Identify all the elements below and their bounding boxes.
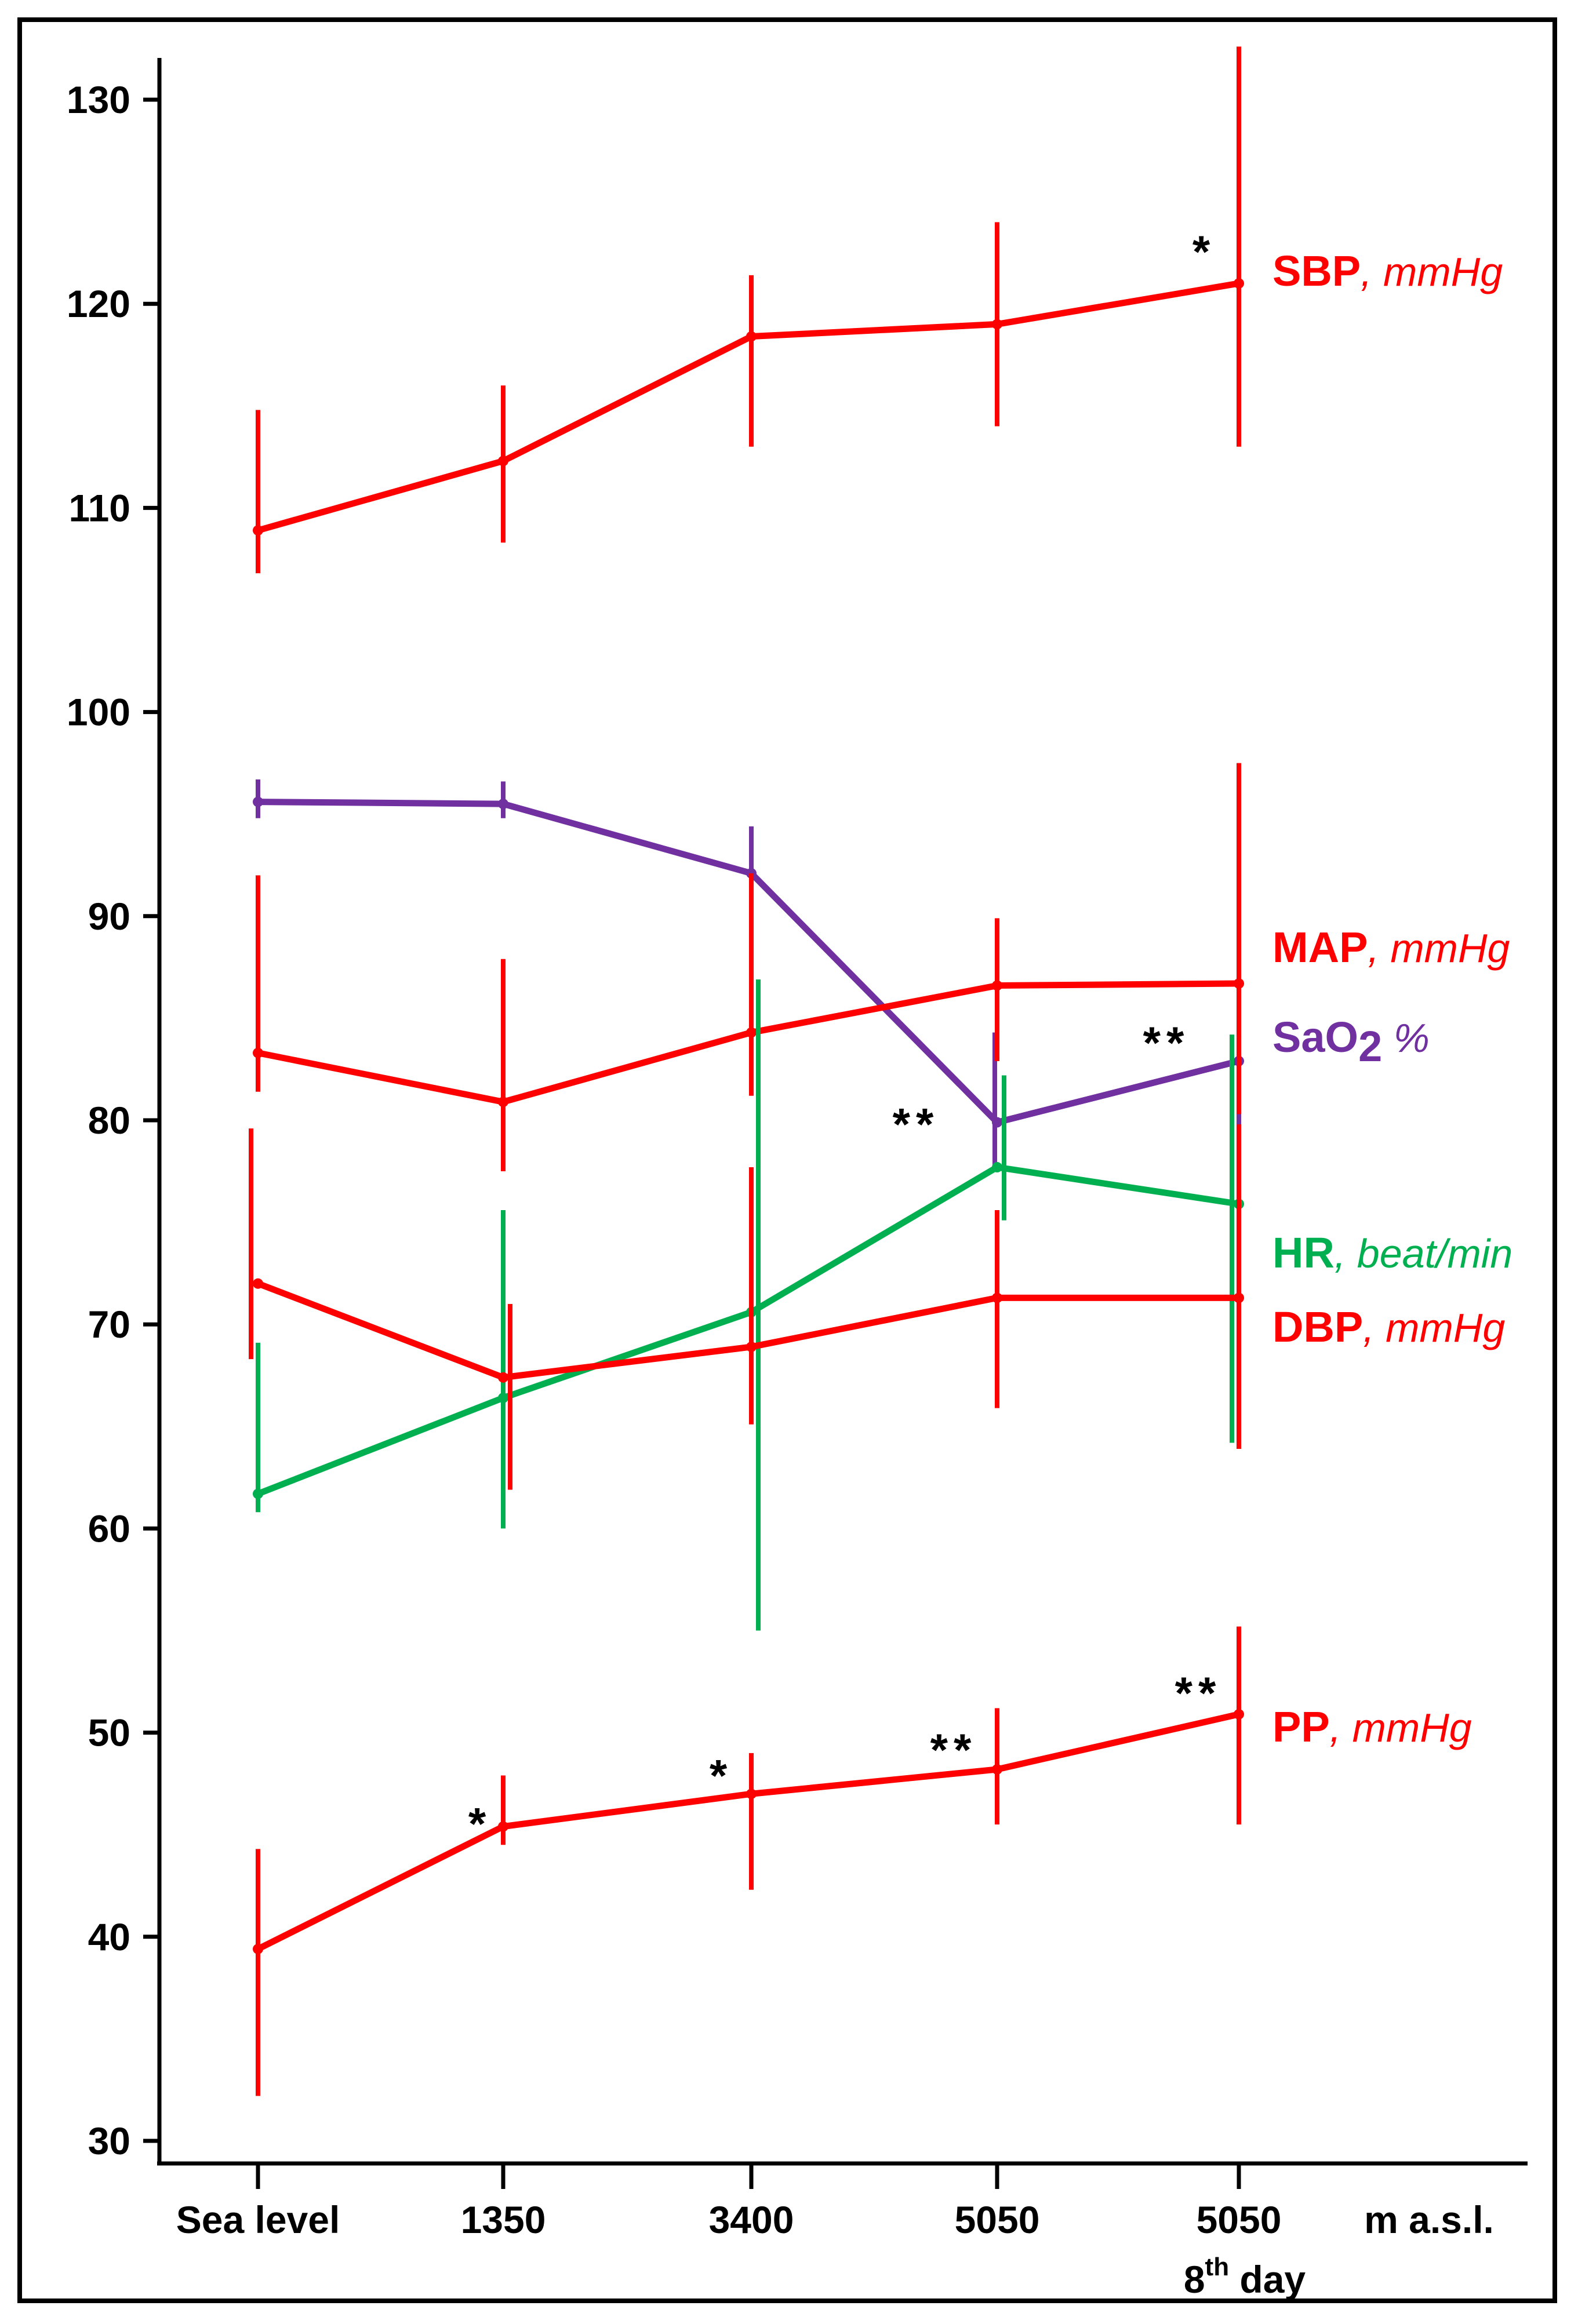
series-label-sbp: SBP, mmHg	[1272, 247, 1503, 295]
series-map	[253, 763, 1244, 1172]
y-tick-label: 110	[69, 486, 130, 529]
sbp-point	[253, 525, 263, 536]
sbp-point	[1234, 278, 1244, 289]
significance-marker: **	[1143, 1017, 1190, 1068]
y-tick-label: 80	[88, 1099, 130, 1142]
series-dbp	[249, 1124, 1244, 1490]
series-label-map: MAP, mmHg	[1272, 923, 1510, 971]
y-tick-label: 70	[88, 1303, 130, 1346]
hr-point	[253, 1488, 263, 1499]
series-label-pp: PP, mmHg	[1272, 1703, 1472, 1751]
dbp-point	[1234, 1292, 1244, 1303]
pp-point	[253, 1943, 263, 1954]
map-point	[253, 1047, 263, 1058]
hr-point	[992, 1162, 1002, 1173]
significance-marker: **	[1175, 1667, 1222, 1718]
significance-marker: *	[468, 1798, 492, 1849]
pp-point	[498, 1821, 508, 1832]
sao2-point	[253, 796, 263, 807]
x-tick-label: 1350	[461, 2198, 546, 2241]
figure-frame	[17, 17, 1557, 2303]
pp-line	[256, 1711, 1240, 1952]
x-tick-sublabel: 8th day	[1184, 2253, 1306, 2301]
dbp-point	[992, 1292, 1002, 1303]
significance-marker: **	[893, 1099, 940, 1150]
y-tick-label: 100	[67, 691, 130, 734]
map-point	[992, 980, 1002, 991]
sao2-point	[498, 799, 508, 810]
sbp-line	[257, 280, 1239, 534]
x-tick-label: Sea level	[176, 2198, 340, 2241]
y-tick-label: 60	[88, 1507, 130, 1550]
map-line	[257, 980, 1239, 1105]
series-label-sao2: SaO2 %	[1272, 1013, 1430, 1070]
labels-layer: SBP, mmHg SaO2 % MAP, mmHg HR, beat/min DBP,…	[468, 226, 1512, 1849]
x-tick-label: 5050	[1197, 2198, 1282, 2241]
y-tick-label: 90	[88, 895, 130, 938]
sbp-point	[746, 331, 757, 342]
x-tick-label: 3400	[709, 2198, 794, 2241]
significance-marker: *	[710, 1750, 733, 1801]
series-label-dbp: DBP, mmHg	[1272, 1303, 1505, 1351]
series-pp	[253, 1626, 1244, 2096]
series-hr	[253, 979, 1244, 1631]
series-layer	[249, 46, 1244, 2096]
x-axis-label: m a.s.l.	[1364, 2198, 1494, 2241]
map-point	[746, 1027, 757, 1038]
sao2-line	[257, 799, 1240, 1126]
map-point	[1234, 978, 1244, 989]
dbp-line	[257, 1280, 1239, 1381]
series-label-hr: HR, beat/min	[1272, 1229, 1512, 1277]
hr-line	[256, 1164, 1239, 1497]
sbp-point	[992, 319, 1002, 330]
axes: 30 40 50 60 70 80 90 100 110 120 130 Sea level 1350 3…	[67, 58, 1528, 2301]
y-tick-label: 50	[88, 1711, 130, 1754]
y-tick-label: 30	[88, 2119, 130, 2162]
dbp-point	[253, 1278, 263, 1289]
sbp-point	[498, 456, 508, 467]
sao2-point	[992, 1117, 1002, 1128]
series-sao2	[253, 779, 1244, 1172]
hr-point	[498, 1392, 508, 1403]
y-tick-label: 130	[67, 78, 130, 121]
y-tick-label: 120	[67, 282, 130, 325]
x-tick-label: 5050	[955, 2198, 1040, 2241]
dbp-point	[746, 1341, 757, 1352]
pp-point	[1234, 1709, 1244, 1720]
dbp-point	[498, 1372, 508, 1383]
map-point	[498, 1097, 508, 1108]
significance-marker: **	[930, 1724, 977, 1775]
y-tick-label: 40	[88, 1915, 130, 1958]
pp-point	[746, 1788, 757, 1800]
series-sbp	[253, 46, 1244, 574]
significance-marker: *	[1192, 226, 1216, 277]
pp-point	[992, 1764, 1002, 1775]
